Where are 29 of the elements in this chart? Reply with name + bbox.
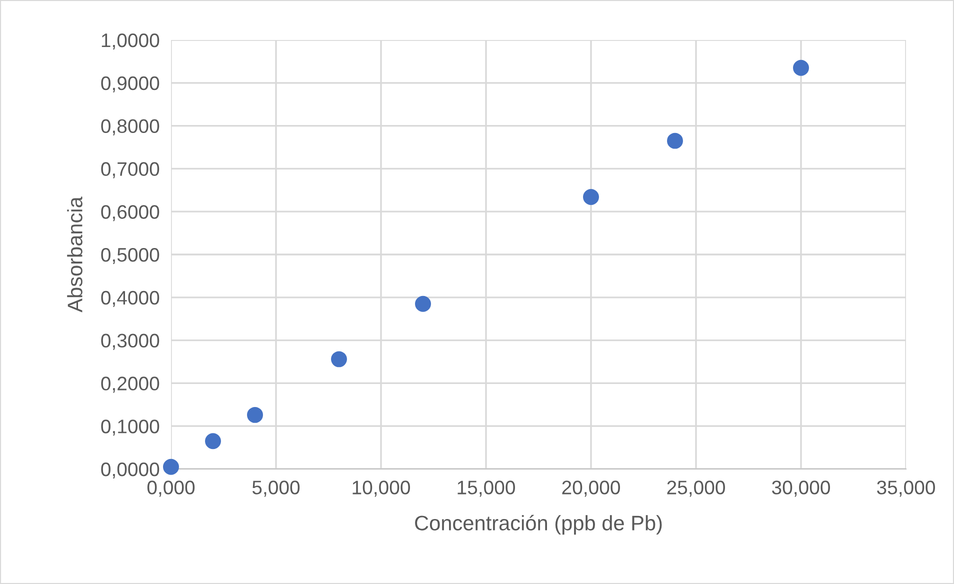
- x-tick-label: 15,000: [458, 480, 515, 497]
- x-tick-label: 25,000: [667, 480, 725, 497]
- y-tick-label: 0,9000: [101, 76, 160, 92]
- point: [205, 433, 221, 450]
- y-tick-label: 0,2000: [101, 376, 160, 393]
- point: [583, 189, 599, 205]
- point: [793, 60, 809, 76]
- x-tick-label: 35,000: [877, 480, 935, 497]
- point: [247, 406, 263, 423]
- y-tick-label: 0,1000: [101, 420, 160, 436]
- x-tick-label: 0,000: [147, 480, 195, 497]
- x-tick-label: 30,000: [772, 480, 830, 497]
- y-tick-label: 0,4000: [101, 290, 160, 307]
- y-tick-label: 0,6000: [101, 205, 160, 222]
- point: [331, 351, 347, 368]
- point: [667, 132, 683, 149]
- y-tick-label: 0,3000: [101, 334, 160, 350]
- y-tick-label: 0,5000: [101, 248, 160, 264]
- x-tick-label: 5,000: [252, 480, 300, 497]
- y-tick-label: 0,0000: [101, 462, 160, 479]
- y-axis-title: Absorbancia: [67, 196, 82, 312]
- x-axis-title: Concentración (ppb de Pb): [415, 514, 662, 535]
- point: [415, 296, 431, 312]
- x-tick-label: 10,000: [352, 480, 410, 497]
- x-tick-label: 20,000: [562, 480, 620, 497]
- y-tick-label: 1,0000: [102, 33, 160, 50]
- y-tick-label: 0,7000: [101, 162, 160, 178]
- y-tick-label: 0,8000: [101, 119, 160, 136]
- point: [163, 458, 179, 475]
